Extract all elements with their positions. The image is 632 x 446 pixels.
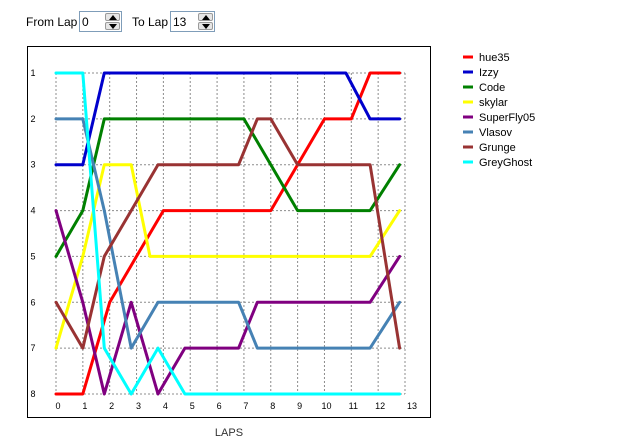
y-tick-label: 4 xyxy=(30,206,35,216)
x-tick-label: 8 xyxy=(270,401,275,411)
x-tick-label: 1 xyxy=(82,401,87,411)
x-tick-label: 9 xyxy=(297,401,302,411)
x-tick-label: 6 xyxy=(217,401,222,411)
legend-label: skylar xyxy=(479,97,508,109)
legend-entry: SuperFly05 xyxy=(463,112,535,124)
legend-label: Grunge xyxy=(479,142,516,154)
legend-label: GreyGhost xyxy=(479,157,532,169)
y-tick-label: 8 xyxy=(30,389,35,399)
x-tick-label: 5 xyxy=(190,401,195,411)
legend-entry: Code xyxy=(463,82,505,94)
arrow-down-icon xyxy=(202,24,210,29)
x-tick-label: 12 xyxy=(375,401,385,411)
series-line-code xyxy=(54,117,402,258)
legend-entry: Vlasov xyxy=(463,127,513,139)
series-lines xyxy=(54,71,402,396)
y-tick-label: 7 xyxy=(30,343,35,353)
lap-range-controls: From Lap To Lap xyxy=(0,0,632,40)
from-lap-decrement-button[interactable] xyxy=(105,22,120,30)
from-lap-spin-buttons xyxy=(105,13,120,30)
from-lap-increment-button[interactable] xyxy=(105,13,120,21)
to-lap-input[interactable] xyxy=(173,14,199,29)
legend-entry: GreyGhost xyxy=(463,157,532,169)
y-tick-label: 1 xyxy=(30,68,35,78)
legend-entry: Izzy xyxy=(463,67,499,79)
legend-label: Izzy xyxy=(479,67,499,79)
from-lap-input[interactable] xyxy=(82,14,108,29)
to-lap-decrement-button[interactable] xyxy=(198,22,213,30)
x-tick-label: 4 xyxy=(163,401,168,411)
legend-label: hue35 xyxy=(479,52,510,64)
series-line-izzy xyxy=(54,71,402,167)
x-tick-label: 2 xyxy=(109,401,114,411)
legend-entry: skylar xyxy=(463,97,508,109)
to-lap-spinner[interactable] xyxy=(170,11,215,32)
x-tick-label: 0 xyxy=(55,401,60,411)
arrow-up-icon xyxy=(109,15,117,20)
x-tick-label: 13 xyxy=(407,401,417,411)
y-tick-labels: 1 2 3 4 5 6 7 8 xyxy=(30,68,35,399)
x-axis-label: LAPS xyxy=(215,427,243,439)
x-tick-label: 10 xyxy=(321,401,331,411)
legend-entry: Grunge xyxy=(463,142,516,154)
series-line-hue35 xyxy=(54,71,402,396)
x-tick-label: 3 xyxy=(136,401,141,411)
arrow-down-icon xyxy=(109,24,117,29)
y-tick-label: 2 xyxy=(30,114,35,124)
to-lap-spin-buttons xyxy=(198,13,213,30)
x-tick-labels: 0 1 2 3 4 5 6 7 8 9 10 11 12 13 xyxy=(55,401,417,411)
x-tick-label: 11 xyxy=(349,401,358,411)
series-line-greyghost xyxy=(54,71,402,396)
series-line-skylar xyxy=(54,163,402,350)
y-tick-label: 5 xyxy=(30,251,35,261)
from-lap-label: From Lap xyxy=(26,15,78,29)
to-lap-label: To Lap xyxy=(132,15,169,29)
y-tick-label: 6 xyxy=(30,297,35,307)
from-lap-spinner[interactable] xyxy=(79,11,122,32)
legend-entry: hue35 xyxy=(463,52,510,64)
x-tick-label: 7 xyxy=(243,401,248,411)
legend-label: Code xyxy=(479,82,505,94)
legend-label: SuperFly05 xyxy=(479,112,535,124)
arrow-up-icon xyxy=(202,15,210,20)
series-line-grunge xyxy=(54,117,402,350)
y-tick-label: 3 xyxy=(30,160,35,170)
legend: hue35 Izzy Code skylar SuperFly05 Vlasov Grung… xyxy=(463,52,535,169)
series-line-vlasov xyxy=(54,117,402,350)
to-lap-increment-button[interactable] xyxy=(198,13,213,21)
legend-label: Vlasov xyxy=(479,127,513,139)
